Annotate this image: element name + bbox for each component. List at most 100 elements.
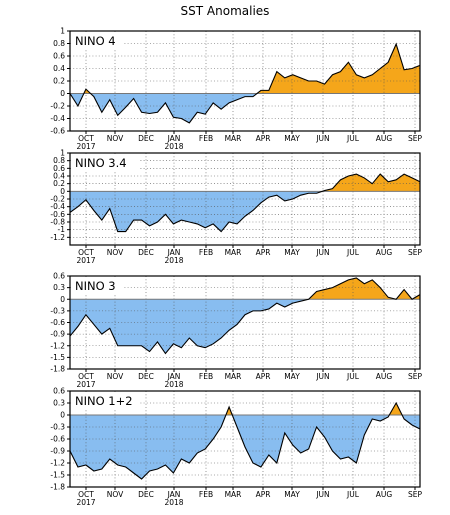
x-tick-label: JAN bbox=[167, 134, 181, 143]
y-tick-label: -0.4 bbox=[50, 202, 65, 211]
y-tick-label: 1 bbox=[60, 27, 65, 36]
x-tick-label: JUL bbox=[346, 372, 360, 381]
y-tick-label: -0.9 bbox=[50, 330, 65, 339]
y-tick-label: -1.2 bbox=[50, 233, 65, 242]
y-tick-label: -1.8 bbox=[50, 365, 65, 374]
y-tick-label: 0.4 bbox=[53, 64, 65, 73]
x-tick-label: JUL bbox=[346, 490, 360, 499]
grid bbox=[70, 30, 420, 132]
x-tick-label: JUL bbox=[346, 134, 360, 143]
panel-nino-3: -1.8 -1.5 -1.2 -0.9 -0.6 -0.3 0 0.3 0.6 OCT NOV DEC… bbox=[50, 272, 422, 390]
y-tick-label: -0.6 bbox=[50, 318, 65, 327]
x-tick-label: OCT bbox=[78, 490, 94, 499]
chart-title: SST Anomalies bbox=[180, 4, 270, 18]
x-tick-label: MAY bbox=[284, 248, 300, 257]
panel-label-backing bbox=[72, 393, 139, 408]
x-tick-label: SEP bbox=[408, 490, 422, 499]
y-tick-label: 0.3 bbox=[53, 283, 65, 292]
x-tick-label: JAN bbox=[167, 248, 181, 257]
negative-anomaly-area bbox=[70, 93, 420, 123]
panel-label: NINO 1+2 bbox=[75, 394, 133, 408]
x-tick-label: APR bbox=[256, 490, 271, 499]
panel-nino-1-2: -1.8 -1.5 -1.2 -0.9 -0.6 -0.3 0 0.3 0.6 OCT NOV DEC… bbox=[50, 387, 422, 508]
x-tick-label: DEC bbox=[138, 248, 154, 257]
y-tick-label: 0.3 bbox=[53, 399, 65, 408]
x-tick-label: JUN bbox=[315, 372, 329, 381]
x-tick-label: MAY bbox=[284, 134, 300, 143]
x-tick-label: MAR bbox=[225, 248, 242, 257]
x-tick-label: DEC bbox=[138, 134, 154, 143]
y-tick-label: -1.5 bbox=[50, 471, 65, 480]
y-tick-label: 0.6 bbox=[53, 272, 65, 281]
y-tick-label: -1.8 bbox=[50, 483, 65, 492]
y-tick-label: 0.8 bbox=[53, 39, 65, 48]
x-tick-label: AUG bbox=[376, 490, 393, 499]
x-tick-label: AUG bbox=[376, 372, 393, 381]
x-tick-label: NOV bbox=[107, 490, 124, 499]
panel-nino-3-4: -1.2-1-0.8-0.6-0.4-0.200.20.40.60.81 OCT N… bbox=[50, 149, 422, 266]
panel-label: NINO 3 bbox=[75, 279, 116, 293]
x-tick-label: MAR bbox=[225, 490, 242, 499]
x-tick-label: MAY bbox=[284, 490, 300, 499]
x-tick-label: FEB bbox=[199, 134, 213, 143]
y-tick-label: -0.6 bbox=[50, 210, 65, 219]
y-tick-label: 0 bbox=[60, 89, 65, 98]
x-tick-label: MAR bbox=[225, 134, 242, 143]
year-label: 2018 bbox=[164, 498, 183, 507]
anomaly-line bbox=[70, 173, 420, 233]
y-tick-label: -0.2 bbox=[50, 195, 65, 204]
x-tick-label: FEB bbox=[199, 490, 213, 499]
y-tick-label: 1 bbox=[60, 149, 65, 158]
x-tick-label: NOV bbox=[107, 248, 124, 257]
anomaly-line bbox=[70, 401, 420, 480]
x-tick-label: MAR bbox=[225, 372, 242, 381]
year-label: 2018 bbox=[164, 380, 183, 389]
panel-label: NINO 3.4 bbox=[75, 156, 127, 170]
x-tick-label: AUG bbox=[376, 134, 393, 143]
x-tick-label: FEB bbox=[199, 248, 213, 257]
positive-anomaly-area bbox=[70, 277, 420, 300]
year-label: 2018 bbox=[164, 142, 183, 151]
negative-anomaly-area bbox=[70, 415, 420, 479]
panel-label-backing bbox=[72, 278, 124, 293]
anomaly-line bbox=[70, 277, 420, 355]
y-tick-label: 0.8 bbox=[53, 156, 65, 165]
x-tick-label: JUN bbox=[315, 490, 329, 499]
x-tick-label: SEP bbox=[408, 248, 422, 257]
y-tick-label: -1.2 bbox=[50, 341, 65, 350]
y-tick-label: 0 bbox=[60, 411, 65, 420]
x-tick-label: AUG bbox=[376, 248, 393, 257]
positive-anomaly-area bbox=[70, 174, 420, 192]
x-tick-label: SEP bbox=[408, 134, 422, 143]
x-tick-label: DEC bbox=[138, 490, 154, 499]
x-tick-label: APR bbox=[256, 134, 271, 143]
y-tick-label: 0.2 bbox=[53, 179, 65, 188]
x-tick-label: JUN bbox=[315, 248, 329, 257]
x-tick-label: SEP bbox=[408, 372, 422, 381]
x-tick-label: APR bbox=[256, 372, 271, 381]
x-tick-label: DEC bbox=[138, 372, 154, 381]
x-tick-label: JAN bbox=[167, 372, 181, 381]
x-tick-label: NOV bbox=[107, 372, 124, 381]
x-tick-label: MAY bbox=[284, 372, 300, 381]
year-label: 2018 bbox=[164, 256, 183, 265]
y-tick-label: -1.5 bbox=[50, 353, 65, 362]
y-tick-label: -1.2 bbox=[50, 459, 65, 468]
x-tick-label: FEB bbox=[199, 372, 213, 381]
y-tick-label: -0.9 bbox=[50, 447, 65, 456]
y-tick-label: 0.4 bbox=[53, 172, 65, 181]
panel-label-backing bbox=[72, 33, 124, 48]
y-tick-label: -1 bbox=[58, 225, 66, 234]
x-tick-label: OCT bbox=[78, 248, 94, 257]
x-tick-label: APR bbox=[256, 248, 271, 257]
x-tick-label: JAN bbox=[167, 490, 181, 499]
y-tick-label: -0.3 bbox=[50, 306, 65, 315]
y-tick-label: -0.2 bbox=[50, 102, 65, 111]
panel-label-backing bbox=[72, 155, 139, 170]
negative-anomaly-area bbox=[70, 299, 420, 354]
panel-label: NINO 4 bbox=[75, 34, 116, 48]
negative-anomaly-area bbox=[70, 191, 323, 232]
x-tick-label: NOV bbox=[107, 134, 124, 143]
x-tick-label: OCT bbox=[78, 134, 94, 143]
